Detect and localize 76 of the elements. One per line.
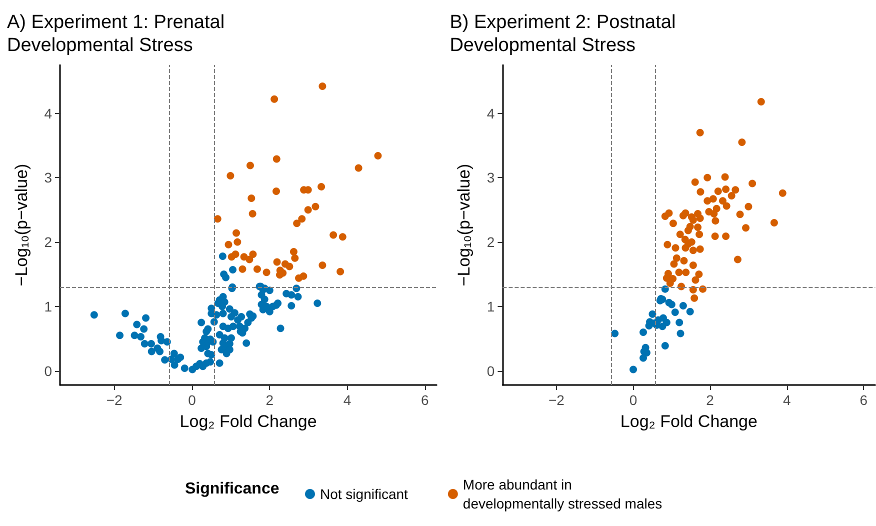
- point: [273, 258, 281, 266]
- point: [253, 265, 261, 273]
- point: [300, 272, 308, 280]
- point: [232, 250, 240, 258]
- y-tick-label: 2: [44, 234, 52, 250]
- y-axis-title: −Log₁₀(p−value): [12, 164, 31, 286]
- point: [318, 82, 326, 90]
- point: [640, 328, 647, 336]
- point: [354, 164, 362, 172]
- x-tick-label: 4: [782, 392, 791, 408]
- point: [249, 250, 257, 258]
- x-tick-label: 6: [421, 392, 430, 408]
- point: [246, 162, 254, 170]
- legend-label: More abundant in developmentally stressed males: [462, 476, 662, 512]
- point: [232, 229, 240, 237]
- chart-title: A) Experiment 1: Prenatal Developmental Stress: [7, 12, 225, 56]
- point: [374, 152, 382, 160]
- point: [318, 261, 326, 269]
- legend-label: Not significant: [320, 486, 408, 502]
- point: [630, 366, 638, 374]
- point: [214, 215, 222, 223]
- y-tick-label: 0: [44, 362, 52, 379]
- x-tick-label: 0: [188, 392, 196, 408]
- point: [272, 187, 280, 195]
- x-tick-label: 4: [343, 392, 352, 408]
- point: [338, 233, 346, 241]
- x-tick-label: 2: [266, 392, 274, 408]
- point: [330, 231, 338, 239]
- y-tick-label: 4: [44, 105, 52, 122]
- point: [648, 310, 656, 318]
- x-axis-title: Log₂ Fold Change: [180, 412, 317, 431]
- y-axis-title: −Log₁₀(p−value): [454, 164, 474, 286]
- point: [298, 215, 306, 223]
- point: [291, 254, 299, 262]
- chart-title: B) Experiment 2: Postnatal Developmental Stress: [450, 12, 676, 56]
- point: [304, 206, 312, 214]
- point: [676, 318, 684, 326]
- point: [248, 210, 256, 218]
- point: [248, 194, 256, 202]
- y-tick-label: 1: [486, 298, 495, 314]
- point: [286, 262, 294, 270]
- x-tick-label: 6: [860, 392, 868, 408]
- point: [671, 308, 679, 316]
- x-axis-title: Log₂ Fold Change: [620, 412, 758, 431]
- y-tick-label: 3: [44, 170, 52, 186]
- point: [661, 342, 669, 350]
- point: [246, 256, 254, 264]
- y-tick-label: 0: [486, 362, 495, 379]
- point: [336, 268, 344, 276]
- point: [676, 330, 684, 338]
- legend-title: Significance: [185, 480, 280, 498]
- y-tick-label: 2: [486, 234, 495, 250]
- point: [270, 95, 278, 103]
- point: [262, 268, 270, 276]
- point: [234, 238, 242, 246]
- point: [645, 322, 653, 330]
- x-tick-label: 0: [629, 392, 638, 408]
- point: [226, 172, 234, 180]
- x-tick-label: −2: [106, 392, 123, 408]
- point: [290, 248, 298, 256]
- point: [238, 265, 246, 273]
- point: [318, 182, 326, 190]
- point: [272, 155, 280, 163]
- point: [686, 308, 694, 316]
- point: [293, 220, 301, 228]
- point: [668, 300, 676, 308]
- point: [611, 330, 619, 338]
- y-tick-label: 3: [486, 170, 495, 186]
- y-tick-label: 4: [486, 105, 495, 122]
- point: [312, 202, 320, 210]
- point: [640, 354, 647, 362]
- point: [679, 302, 687, 310]
- x-tick-label: 2: [706, 392, 714, 408]
- point: [224, 240, 232, 248]
- y-tick-label: 1: [44, 298, 52, 314]
- x-tick-label: −2: [548, 392, 565, 408]
